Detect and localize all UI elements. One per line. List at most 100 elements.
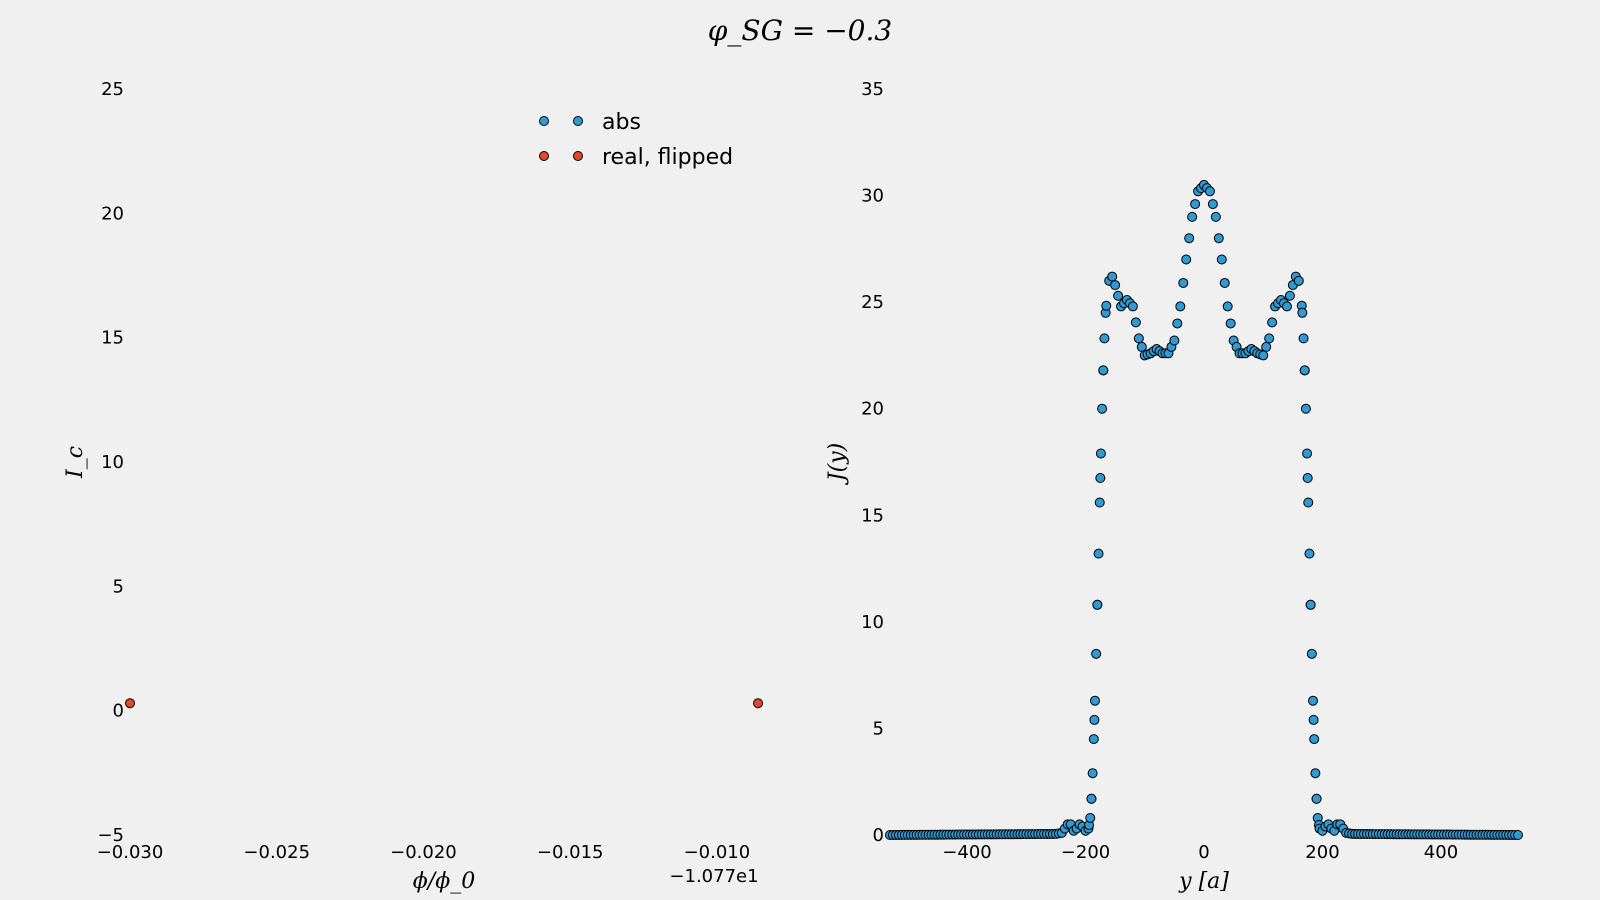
- legend-label-real-flipped: real, flipped: [602, 145, 733, 170]
- x-tick-label: −0.030: [97, 842, 164, 863]
- data-point: [1219, 277, 1230, 288]
- y-tick-label: −5: [97, 825, 124, 846]
- data-point: [1175, 301, 1186, 312]
- data-point: [1087, 768, 1098, 779]
- data-point: [1293, 275, 1304, 286]
- legend-label-abs: abs: [602, 110, 641, 135]
- left-x-ticks: −0.030 −0.025 −0.020 −0.015 −0.010: [97, 842, 751, 863]
- data-point: [1267, 317, 1278, 328]
- y-tick-label: 5: [873, 718, 884, 739]
- data-point: [1091, 648, 1102, 659]
- x-tick-label: 0: [1198, 842, 1209, 863]
- data-point: [1303, 497, 1314, 508]
- y-tick-label: 5: [113, 576, 124, 597]
- x-tick-label: 200: [1305, 842, 1339, 863]
- data-point: [1297, 307, 1308, 318]
- data-point: [1178, 277, 1189, 288]
- legend-marker-abs-2: [573, 116, 583, 126]
- data-point: [1097, 403, 1108, 414]
- data-point: [1299, 365, 1310, 376]
- legend: abs real, flipped: [539, 110, 733, 170]
- data-point: [1187, 211, 1198, 222]
- y-tick-label: 10: [101, 452, 124, 473]
- data-point: [1089, 714, 1100, 725]
- data-point: [1127, 301, 1138, 312]
- data-point: [1298, 333, 1309, 344]
- data-point: [1284, 290, 1295, 301]
- data-point: [1310, 768, 1321, 779]
- y-tick-label: 25: [101, 79, 124, 100]
- data-point: [1130, 317, 1141, 328]
- data-point: [1300, 403, 1311, 414]
- y-tick-label: 10: [861, 612, 884, 633]
- data-point: [1302, 472, 1313, 483]
- data-point: [1169, 335, 1180, 346]
- data-point: [1305, 599, 1316, 610]
- data-point: [1309, 734, 1320, 745]
- legend-entry-abs: abs: [539, 110, 641, 135]
- data-point: [1213, 233, 1224, 244]
- data-point: [1308, 714, 1319, 725]
- data-point: [753, 698, 763, 709]
- y-tick-label: 25: [861, 292, 884, 313]
- x-tick-label: −400: [942, 842, 991, 863]
- right-y-ticks: 0 5 10 15 20 25 30 35: [861, 79, 884, 846]
- data-point: [1204, 186, 1215, 197]
- data-point: [1110, 280, 1121, 291]
- figure-title: φ_SG = −0.3: [708, 14, 892, 47]
- data-point: [125, 698, 135, 709]
- data-point: [1094, 497, 1105, 508]
- y-tick-label: 15: [861, 505, 884, 526]
- data-point: [1098, 365, 1109, 376]
- left-x-offset-label: −1.077e1: [669, 866, 758, 887]
- data-point: [1095, 448, 1106, 459]
- data-point: [1107, 271, 1118, 282]
- data-point: [1095, 472, 1106, 483]
- data-point: [1184, 233, 1195, 244]
- data-point: [1261, 341, 1272, 352]
- data-point: [1302, 448, 1313, 459]
- right-series-points: [885, 179, 1523, 840]
- y-tick-label: 20: [101, 203, 124, 224]
- y-tick-label: 15: [101, 328, 124, 349]
- y-tick-label: 0: [873, 825, 884, 846]
- data-point: [1308, 695, 1319, 706]
- data-point: [1207, 199, 1218, 210]
- x-tick-label: 400: [1424, 842, 1458, 863]
- y-tick-label: 30: [861, 186, 884, 207]
- right-axes: 0 5 10 15 20 25 30 35 −400 −200 0 200 400 y [a] J(y…: [825, 79, 1523, 894]
- data-point: [1281, 301, 1292, 312]
- left-x-axis-label: ϕ/ϕ_0: [413, 869, 475, 894]
- x-tick-label: −0.015: [537, 842, 604, 863]
- data-point: [1216, 254, 1227, 265]
- data-point: [1136, 341, 1147, 352]
- data-point: [1264, 333, 1275, 344]
- x-tick-label: −0.025: [243, 842, 310, 863]
- data-point: [1101, 300, 1112, 311]
- left-y-axis-label: I_c: [63, 446, 88, 479]
- data-point: [1085, 812, 1096, 823]
- data-point: [1258, 350, 1269, 361]
- left-series-points: [125, 698, 763, 709]
- data-point: [1222, 301, 1233, 312]
- data-point: [1306, 648, 1317, 659]
- data-point: [1311, 793, 1322, 804]
- data-point: [1304, 548, 1315, 559]
- x-tick-label: −0.020: [390, 842, 457, 863]
- data-point: [1086, 793, 1097, 804]
- right-x-ticks: −400 −200 0 200 400: [942, 842, 1458, 863]
- data-point: [1089, 695, 1100, 706]
- data-point: [1172, 318, 1183, 329]
- y-tick-label: 35: [861, 79, 884, 100]
- data-point: [1190, 199, 1201, 210]
- data-point: [1092, 599, 1103, 610]
- data-point: [1513, 830, 1523, 840]
- y-tick-label: 0: [113, 701, 124, 722]
- legend-marker-real-flipped: [539, 151, 549, 161]
- data-point: [1210, 211, 1221, 222]
- right-x-axis-label: y [a]: [1178, 869, 1229, 894]
- data-point: [1099, 333, 1110, 344]
- right-y-axis-label: J(y): [825, 443, 850, 485]
- x-tick-label: −200: [1061, 842, 1110, 863]
